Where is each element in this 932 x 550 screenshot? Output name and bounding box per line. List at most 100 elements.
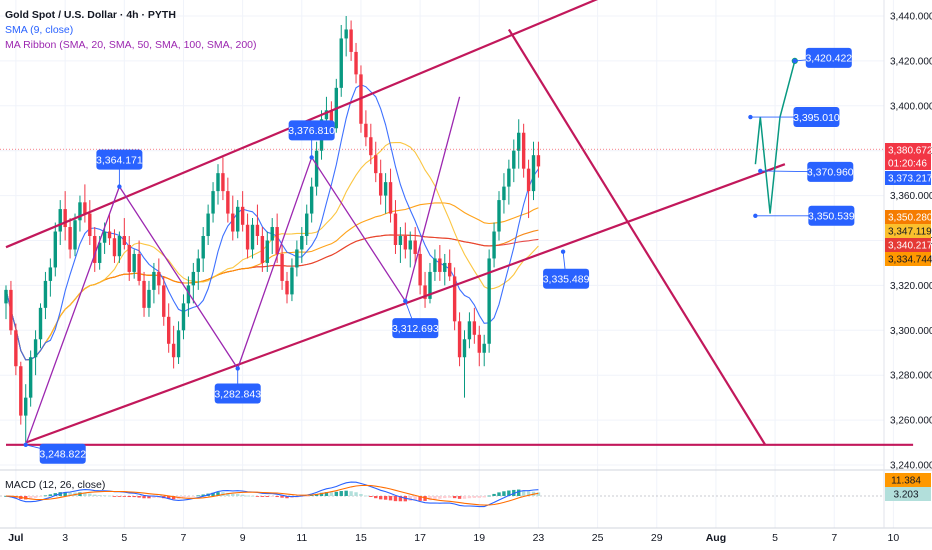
projection-path [754,60,796,214]
sma-indicator-label[interactable]: SMA (9, close) [5,24,74,36]
candle-body [457,321,462,358]
macd-signal-line [5,484,539,506]
time-axis-tick: 23 [533,532,545,544]
candle-body [526,168,531,192]
candle-body [378,173,383,196]
candle-body [107,231,112,239]
candle-body [255,224,260,237]
candle-body [117,236,122,257]
candle-body [132,253,136,272]
macd-histogram-bar [226,492,230,496]
price-tag-label: 3,334.744 [888,255,932,266]
candle-body [226,191,230,214]
candle-body [349,29,353,52]
macd-histogram-bar [236,494,240,496]
candle-body [127,244,131,272]
macd-histogram-bar [314,493,319,496]
macd-histogram-bar [354,492,358,496]
macd-histogram-bar [216,492,220,496]
annotation-point [309,155,314,160]
macd-histogram-bar [517,489,521,496]
candle-body [423,285,427,299]
macd-histogram-bar [502,491,506,496]
candle-body [24,397,28,416]
macd-tag-label: 3.203 [893,490,918,501]
candle-body [443,262,447,272]
ma-ribbon-indicator-label[interactable]: MA Ribbon (SMA, 20, SMA, 50, SMA, 100, S… [5,39,257,51]
price-annotation-label: 3,312.693 [392,323,439,335]
candle-body [102,231,107,243]
candle-body [472,321,477,335]
ascending-channel-lower-line [25,163,786,444]
candle-body [201,236,205,259]
candle-body [428,271,432,299]
macd-histogram-bar [487,495,491,497]
macd-histogram-bar [305,496,309,497]
time-axis-tick: 11 [296,532,307,544]
macd-histogram-bar [413,496,417,501]
candle-body [211,191,215,214]
chart-legend: Gold Spot / U.S. Dollar · 4h · PYTH SMA … [5,8,257,53]
candle-body [260,236,265,263]
candle-body [97,242,102,263]
price-tag [885,143,931,157]
macd-histogram-bar [93,494,97,496]
symbol-title[interactable]: Gold Spot / U.S. Dollar · 4h · PYTH [5,9,176,21]
candle-body [448,262,452,277]
candle-body [285,280,289,295]
macd-histogram-bar [255,496,260,497]
candle-body [166,316,171,344]
macd-histogram-bar [319,492,324,496]
candle-body [142,280,146,308]
price-axis-tick: 3,260.000 [890,416,932,427]
candle-body [305,213,309,237]
candle-body [487,258,491,344]
macd-histogram-bar [53,493,57,496]
time-axis-tick: 25 [592,532,604,544]
candle-body [43,280,48,308]
macd-histogram-bar [457,496,462,499]
price-tag-label: 3,347.119 [888,227,932,238]
candle-body [28,357,33,398]
candle-body [393,213,398,245]
macd-histogram-bar [329,492,334,496]
macd-histogram-bar [393,496,398,502]
candle-body [521,132,526,169]
macd-histogram-bar [369,496,373,497]
candle-body [354,51,358,75]
annotation-point [403,298,408,304]
time-axis-tick: 19 [473,532,485,544]
candle-body [137,253,141,281]
candle-body [38,307,43,340]
macd-histogram-bar [240,494,245,496]
candle-body [122,236,127,245]
macd-histogram-bar [492,493,496,496]
candle-body [221,173,225,192]
candle-body [14,330,18,367]
price-tag-label: 3,373.217 [888,174,932,185]
macd-histogram-bar [147,496,151,499]
price-annotation-box [807,161,854,182]
macd-histogram-bar [472,496,477,498]
price-annotation-label: 3,248.822 [39,449,86,461]
candle-body [364,123,368,138]
macd-histogram-bar [433,496,437,500]
price-annotation-label: 3,370.960 [807,167,854,179]
candle-body [270,227,274,241]
macd-histogram-bar [383,496,388,500]
macd-histogram-bar [107,495,112,497]
price-annotation-box [288,120,335,141]
descending-trendline-line [507,28,767,446]
candle-body [438,258,442,272]
candle-body [162,285,166,317]
macd-indicator-label[interactable]: MACD (12, 26, close) [5,479,106,491]
annotation-point [748,114,753,120]
price-annotation-label: 3,376.810 [288,125,335,137]
macd-histogram-bar [448,496,452,498]
price-tag [885,238,931,252]
price-axis-tick: 3,360.000 [890,191,932,202]
macd-histogram-bar [122,496,127,497]
candle-body [482,343,486,353]
time-axis-tick: 5 [772,532,778,544]
